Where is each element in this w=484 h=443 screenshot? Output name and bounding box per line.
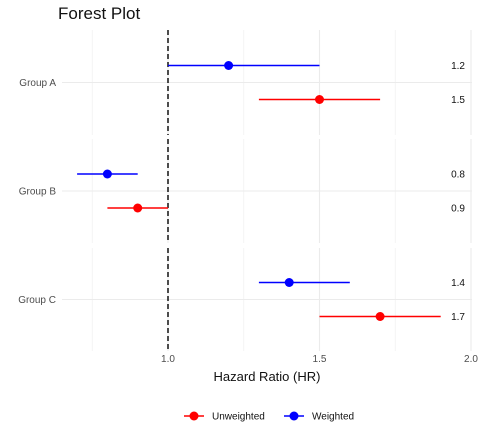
group-label: Group C (18, 295, 56, 306)
value-label: 0.9 (451, 204, 465, 215)
value-label: 0.8 (451, 170, 465, 181)
value-label: 1.4 (451, 278, 465, 289)
chart-title: Forest Plot (58, 4, 140, 23)
grid (62, 30, 472, 351)
point-unweighted (375, 312, 385, 321)
point-unweighted (133, 203, 143, 213)
point-unweighted (315, 95, 324, 104)
panels: 1.2 1.5 0.8 0.9 1.4 1.7 (77, 30, 465, 351)
legend: Unweighted Weighted (184, 411, 354, 423)
group-label: Group B (19, 187, 57, 198)
value-label: 1.7 (451, 312, 465, 323)
legend-label: Unweighted (212, 412, 265, 423)
x-axis-label: Hazard Ratio (HR) (214, 369, 321, 384)
legend-key-point (289, 411, 299, 421)
group-label: Group A (19, 78, 56, 89)
value-label: 1.5 (451, 95, 465, 106)
x-tick-label: 1.5 (313, 354, 327, 365)
legend-label: Weighted (312, 412, 354, 423)
x-axis-ticks: 1.0 1.5 2.0 (161, 354, 478, 365)
x-tick-label: 1.0 (161, 354, 175, 365)
x-tick-label: 2.0 (464, 354, 478, 365)
y-axis-labels: Group A Group B Group C (18, 78, 56, 306)
point-weighted (284, 278, 294, 287)
value-label: 1.2 (451, 61, 465, 72)
point-weighted (224, 61, 234, 70)
legend-key-point (189, 411, 199, 421)
point-weighted (102, 169, 112, 179)
